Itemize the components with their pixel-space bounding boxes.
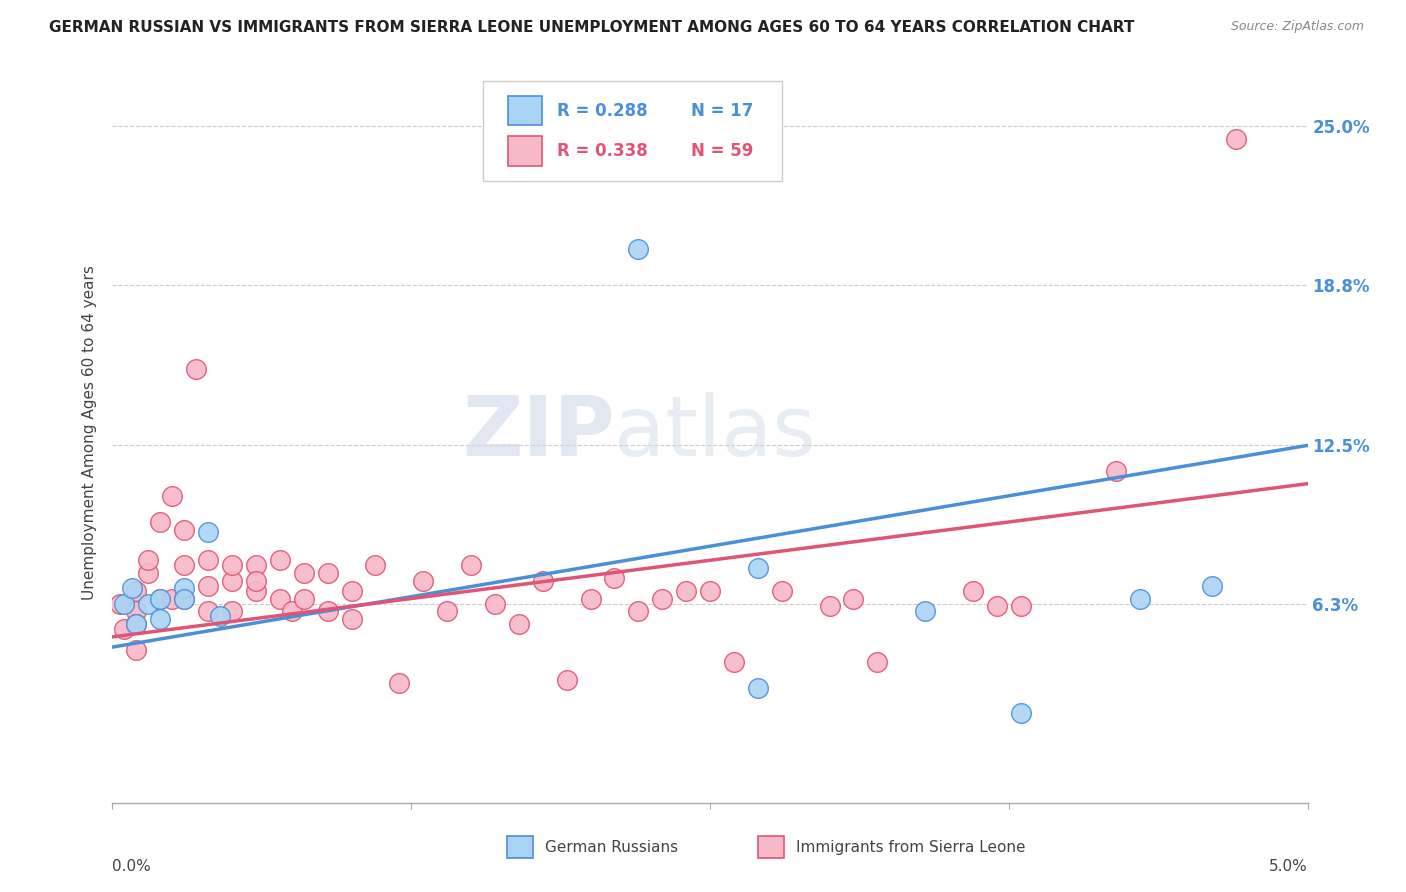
Text: N = 17: N = 17	[690, 102, 754, 120]
Point	[138, 553, 160, 567]
Point	[579, 591, 602, 606]
Point	[149, 591, 172, 606]
Point	[173, 582, 195, 596]
Point	[149, 612, 172, 626]
Point	[1010, 706, 1032, 721]
Point	[316, 566, 339, 580]
Point	[436, 604, 458, 618]
Point	[138, 597, 160, 611]
Point	[699, 583, 721, 598]
Point	[281, 604, 304, 618]
Text: R = 0.338: R = 0.338	[557, 143, 648, 161]
Text: 0.0%: 0.0%	[112, 859, 152, 874]
Point	[627, 604, 650, 618]
FancyBboxPatch shape	[484, 81, 782, 181]
Point	[627, 242, 650, 256]
Point	[173, 558, 195, 573]
Point	[269, 553, 291, 567]
Point	[245, 583, 267, 598]
Point	[316, 604, 339, 618]
FancyBboxPatch shape	[508, 836, 533, 858]
Point	[747, 681, 769, 695]
FancyBboxPatch shape	[508, 95, 541, 126]
Point	[723, 656, 745, 670]
Point	[221, 604, 243, 618]
Text: ZIP: ZIP	[463, 392, 614, 473]
Point	[675, 583, 697, 598]
Point	[388, 675, 411, 690]
Point	[914, 604, 936, 618]
Text: Source: ZipAtlas.com: Source: ZipAtlas.com	[1230, 20, 1364, 33]
Point	[245, 574, 267, 588]
Point	[162, 490, 183, 504]
Point	[209, 609, 232, 624]
Point	[173, 591, 195, 606]
Point	[125, 604, 148, 618]
Point	[508, 617, 530, 632]
Point	[125, 583, 148, 598]
Point	[866, 656, 889, 670]
Point	[125, 642, 148, 657]
Point	[245, 558, 267, 573]
Point	[197, 604, 219, 618]
Point	[197, 553, 219, 567]
Point	[221, 574, 243, 588]
Point	[818, 599, 841, 614]
Point	[197, 525, 219, 540]
FancyBboxPatch shape	[758, 836, 785, 858]
Point	[986, 599, 1008, 614]
Point	[149, 591, 172, 606]
Text: N = 59: N = 59	[690, 143, 754, 161]
Point	[125, 617, 148, 632]
Text: GERMAN RUSSIAN VS IMMIGRANTS FROM SIERRA LEONE UNEMPLOYMENT AMONG AGES 60 TO 64 : GERMAN RUSSIAN VS IMMIGRANTS FROM SIERRA…	[49, 20, 1135, 35]
Point	[1225, 132, 1247, 146]
Point	[221, 558, 243, 573]
Point	[770, 583, 793, 598]
FancyBboxPatch shape	[508, 136, 541, 166]
Point	[197, 579, 219, 593]
Point	[149, 515, 172, 529]
Point	[121, 582, 143, 596]
Point	[292, 566, 315, 580]
Point	[460, 558, 482, 573]
Point	[340, 612, 363, 626]
Point	[747, 561, 769, 575]
Point	[114, 597, 135, 611]
Text: German Russians: German Russians	[546, 839, 678, 855]
Point	[1129, 591, 1152, 606]
Point	[173, 523, 195, 537]
Point	[1105, 464, 1128, 478]
Point	[292, 591, 315, 606]
Point	[173, 591, 195, 606]
Point	[962, 583, 984, 598]
Point	[603, 571, 626, 585]
Point	[340, 583, 363, 598]
Y-axis label: Unemployment Among Ages 60 to 64 years: Unemployment Among Ages 60 to 64 years	[82, 265, 97, 600]
Point	[364, 558, 387, 573]
Point	[531, 574, 554, 588]
Point	[125, 617, 148, 632]
Text: 5.0%: 5.0%	[1268, 859, 1308, 874]
Point	[555, 673, 578, 688]
Text: R = 0.288: R = 0.288	[557, 102, 648, 120]
Point	[114, 622, 135, 636]
Point	[269, 591, 291, 606]
Point	[186, 361, 208, 376]
Point	[162, 591, 183, 606]
Text: Immigrants from Sierra Leone: Immigrants from Sierra Leone	[796, 839, 1025, 855]
Point	[484, 597, 506, 611]
Point	[412, 574, 434, 588]
Text: atlas: atlas	[614, 392, 815, 473]
Point	[842, 591, 865, 606]
Point	[651, 591, 673, 606]
Point	[1010, 599, 1032, 614]
Point	[138, 566, 160, 580]
Point	[108, 597, 131, 611]
Point	[1201, 579, 1223, 593]
